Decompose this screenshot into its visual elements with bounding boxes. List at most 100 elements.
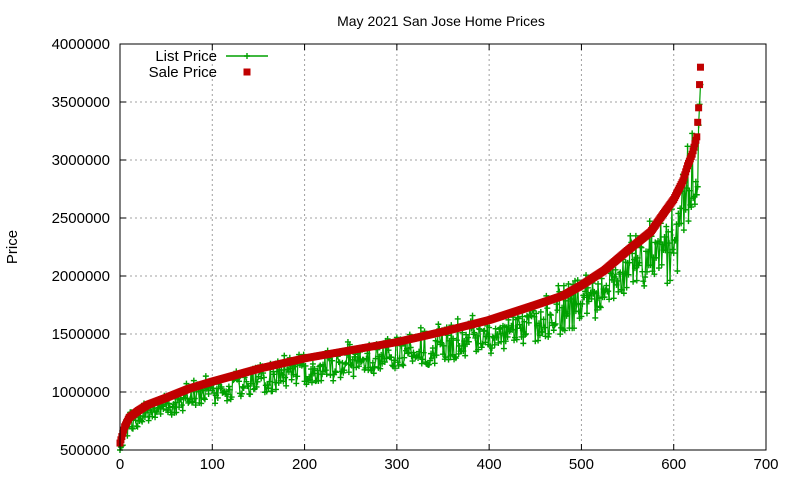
list-price-point (385, 347, 392, 354)
list-price-point (675, 210, 682, 217)
list-price-point (684, 143, 691, 150)
list-price-point (623, 284, 630, 291)
list-price-point (540, 316, 547, 323)
list-price-point (633, 277, 640, 284)
list-price-point (478, 344, 485, 351)
list-price-point (631, 256, 638, 263)
list-price-point (608, 276, 615, 283)
list-price-point (502, 338, 509, 345)
list-price-point (626, 259, 633, 266)
list-price-point (370, 370, 377, 377)
sale-price-point (694, 118, 702, 126)
x-tick-label: 200 (292, 456, 317, 473)
list-price-point (272, 386, 279, 393)
legend-sample-list-price (226, 53, 268, 59)
list-price-point (399, 361, 406, 368)
list-price-point (453, 337, 460, 344)
x-tick-label: 100 (200, 456, 225, 473)
list-price-point (363, 355, 370, 362)
list-price-point (202, 373, 209, 380)
list-price-point (537, 308, 544, 315)
list-price-point (317, 362, 324, 369)
list-price-point (525, 319, 532, 326)
list-price-point (254, 378, 261, 385)
list-price-point (178, 402, 185, 409)
list-price-point (573, 301, 580, 308)
list-price-point (593, 290, 600, 297)
list-price-point (314, 367, 321, 374)
list-price-point (531, 313, 538, 320)
list-price-point (692, 178, 699, 185)
list-price-point (653, 254, 660, 261)
list-price-point (192, 402, 199, 409)
list-price-point (636, 259, 643, 266)
list-price-point (678, 220, 685, 227)
list-price-point (394, 359, 401, 366)
list-price-point (551, 322, 558, 329)
list-price-point (160, 405, 167, 412)
list-price-point (642, 274, 649, 281)
list-price-point (617, 269, 624, 276)
list-price-point (353, 364, 360, 371)
list-price-point (440, 351, 446, 358)
y-tick-label: 3000000 (52, 152, 110, 169)
list-price-point (517, 325, 524, 332)
list-price-point (129, 425, 136, 432)
list-price-point (400, 362, 407, 369)
list-price-point (521, 318, 528, 325)
list-price-point (345, 369, 352, 376)
list-price-point (247, 391, 254, 398)
list-price-point (655, 265, 662, 272)
list-price-point (281, 352, 288, 359)
list-price-point (667, 277, 674, 284)
list-price-point (435, 321, 442, 328)
x-tick-labels: 0 100 200 300 400 500 600 700 (116, 456, 779, 473)
list-price-point (152, 414, 159, 421)
list-price-point (638, 244, 645, 251)
list-price-point (595, 280, 602, 287)
list-price-point (574, 277, 581, 284)
list-price-point (145, 417, 152, 424)
list-price-point (322, 367, 329, 374)
list-price-point (431, 360, 438, 367)
list-price-point (381, 359, 388, 366)
list-price-point (612, 266, 619, 273)
list-price-point (434, 338, 441, 345)
list-price-point (597, 304, 604, 311)
list-price-point (500, 345, 507, 352)
list-price-point (293, 380, 300, 387)
sale-price-point (696, 63, 704, 71)
list-price-point (644, 248, 651, 255)
legend-marker-list-price (244, 53, 250, 59)
list-price-point (513, 336, 520, 343)
list-price-point (503, 324, 510, 331)
list-price-point (433, 352, 440, 359)
list-price-point (606, 296, 613, 303)
list-price-point (607, 270, 614, 277)
x-tick-label: 300 (384, 456, 409, 473)
list-price-point (288, 376, 295, 383)
list-price-point (310, 370, 317, 377)
list-price-point (487, 350, 494, 357)
list-price-point (342, 361, 349, 368)
list-price-point (515, 315, 522, 322)
list-price-point (368, 366, 375, 373)
list-price-point (674, 268, 681, 275)
list-price-point (647, 262, 654, 269)
list-price-point (670, 250, 677, 257)
list-price-point (686, 187, 693, 194)
list-price-point (172, 399, 179, 406)
list-price-point (212, 400, 219, 407)
list-price-point (404, 350, 411, 357)
list-price-point (664, 280, 671, 287)
list-price-point (601, 294, 608, 301)
list-price-point (277, 377, 284, 384)
list-price-point (388, 354, 395, 361)
list-price-point (341, 367, 348, 374)
list-price-point (416, 348, 423, 355)
list-price-point (483, 333, 490, 340)
list-price-point (226, 386, 233, 393)
list-price-point (546, 330, 553, 337)
list-price-point (535, 320, 542, 327)
